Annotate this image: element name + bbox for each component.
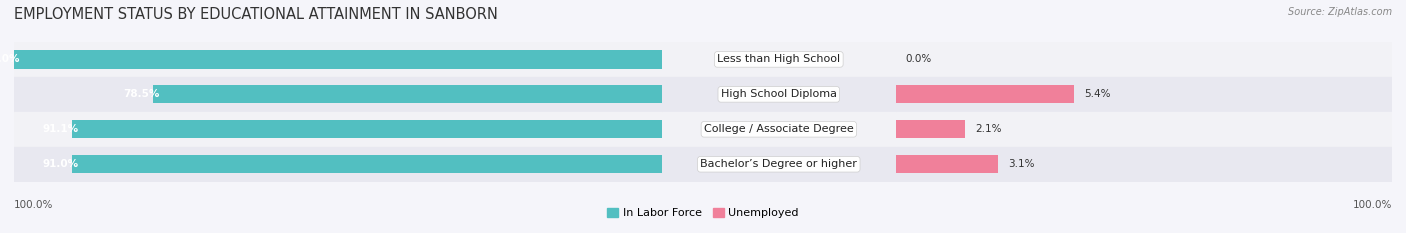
Bar	[662, 112, 896, 147]
Bar	[896, 85, 1074, 103]
Bar	[14, 50, 662, 69]
Bar	[153, 85, 662, 103]
Text: Less than High School: Less than High School	[717, 55, 841, 64]
Bar	[14, 112, 662, 147]
Bar	[896, 155, 998, 173]
Bar	[662, 147, 896, 182]
Text: 91.1%: 91.1%	[42, 124, 79, 134]
Bar	[14, 42, 662, 77]
Text: 0.0%: 0.0%	[905, 55, 932, 64]
Text: Bachelor’s Degree or higher: Bachelor’s Degree or higher	[700, 159, 858, 169]
Text: 3.1%: 3.1%	[1008, 159, 1035, 169]
Text: 100.0%: 100.0%	[0, 55, 21, 64]
Text: High School Diploma: High School Diploma	[721, 89, 837, 99]
Bar	[14, 147, 662, 182]
Text: 91.0%: 91.0%	[42, 159, 79, 169]
Text: 2.1%: 2.1%	[976, 124, 1001, 134]
Text: EMPLOYMENT STATUS BY EDUCATIONAL ATTAINMENT IN SANBORN: EMPLOYMENT STATUS BY EDUCATIONAL ATTAINM…	[14, 7, 498, 22]
Bar	[14, 77, 662, 112]
Text: 5.4%: 5.4%	[1084, 89, 1111, 99]
Text: 100.0%: 100.0%	[14, 200, 53, 210]
Bar	[896, 42, 1392, 77]
Text: College / Associate Degree: College / Associate Degree	[704, 124, 853, 134]
Bar	[896, 147, 1392, 182]
Bar	[896, 77, 1392, 112]
Bar	[662, 77, 896, 112]
Bar	[662, 42, 896, 77]
Bar	[896, 120, 966, 138]
Bar	[72, 120, 662, 138]
Bar	[72, 155, 662, 173]
Bar	[896, 112, 1392, 147]
Legend: In Labor Force, Unemployed: In Labor Force, Unemployed	[603, 204, 803, 223]
Text: 78.5%: 78.5%	[124, 89, 160, 99]
Text: Source: ZipAtlas.com: Source: ZipAtlas.com	[1288, 7, 1392, 17]
Text: 100.0%: 100.0%	[1353, 200, 1392, 210]
